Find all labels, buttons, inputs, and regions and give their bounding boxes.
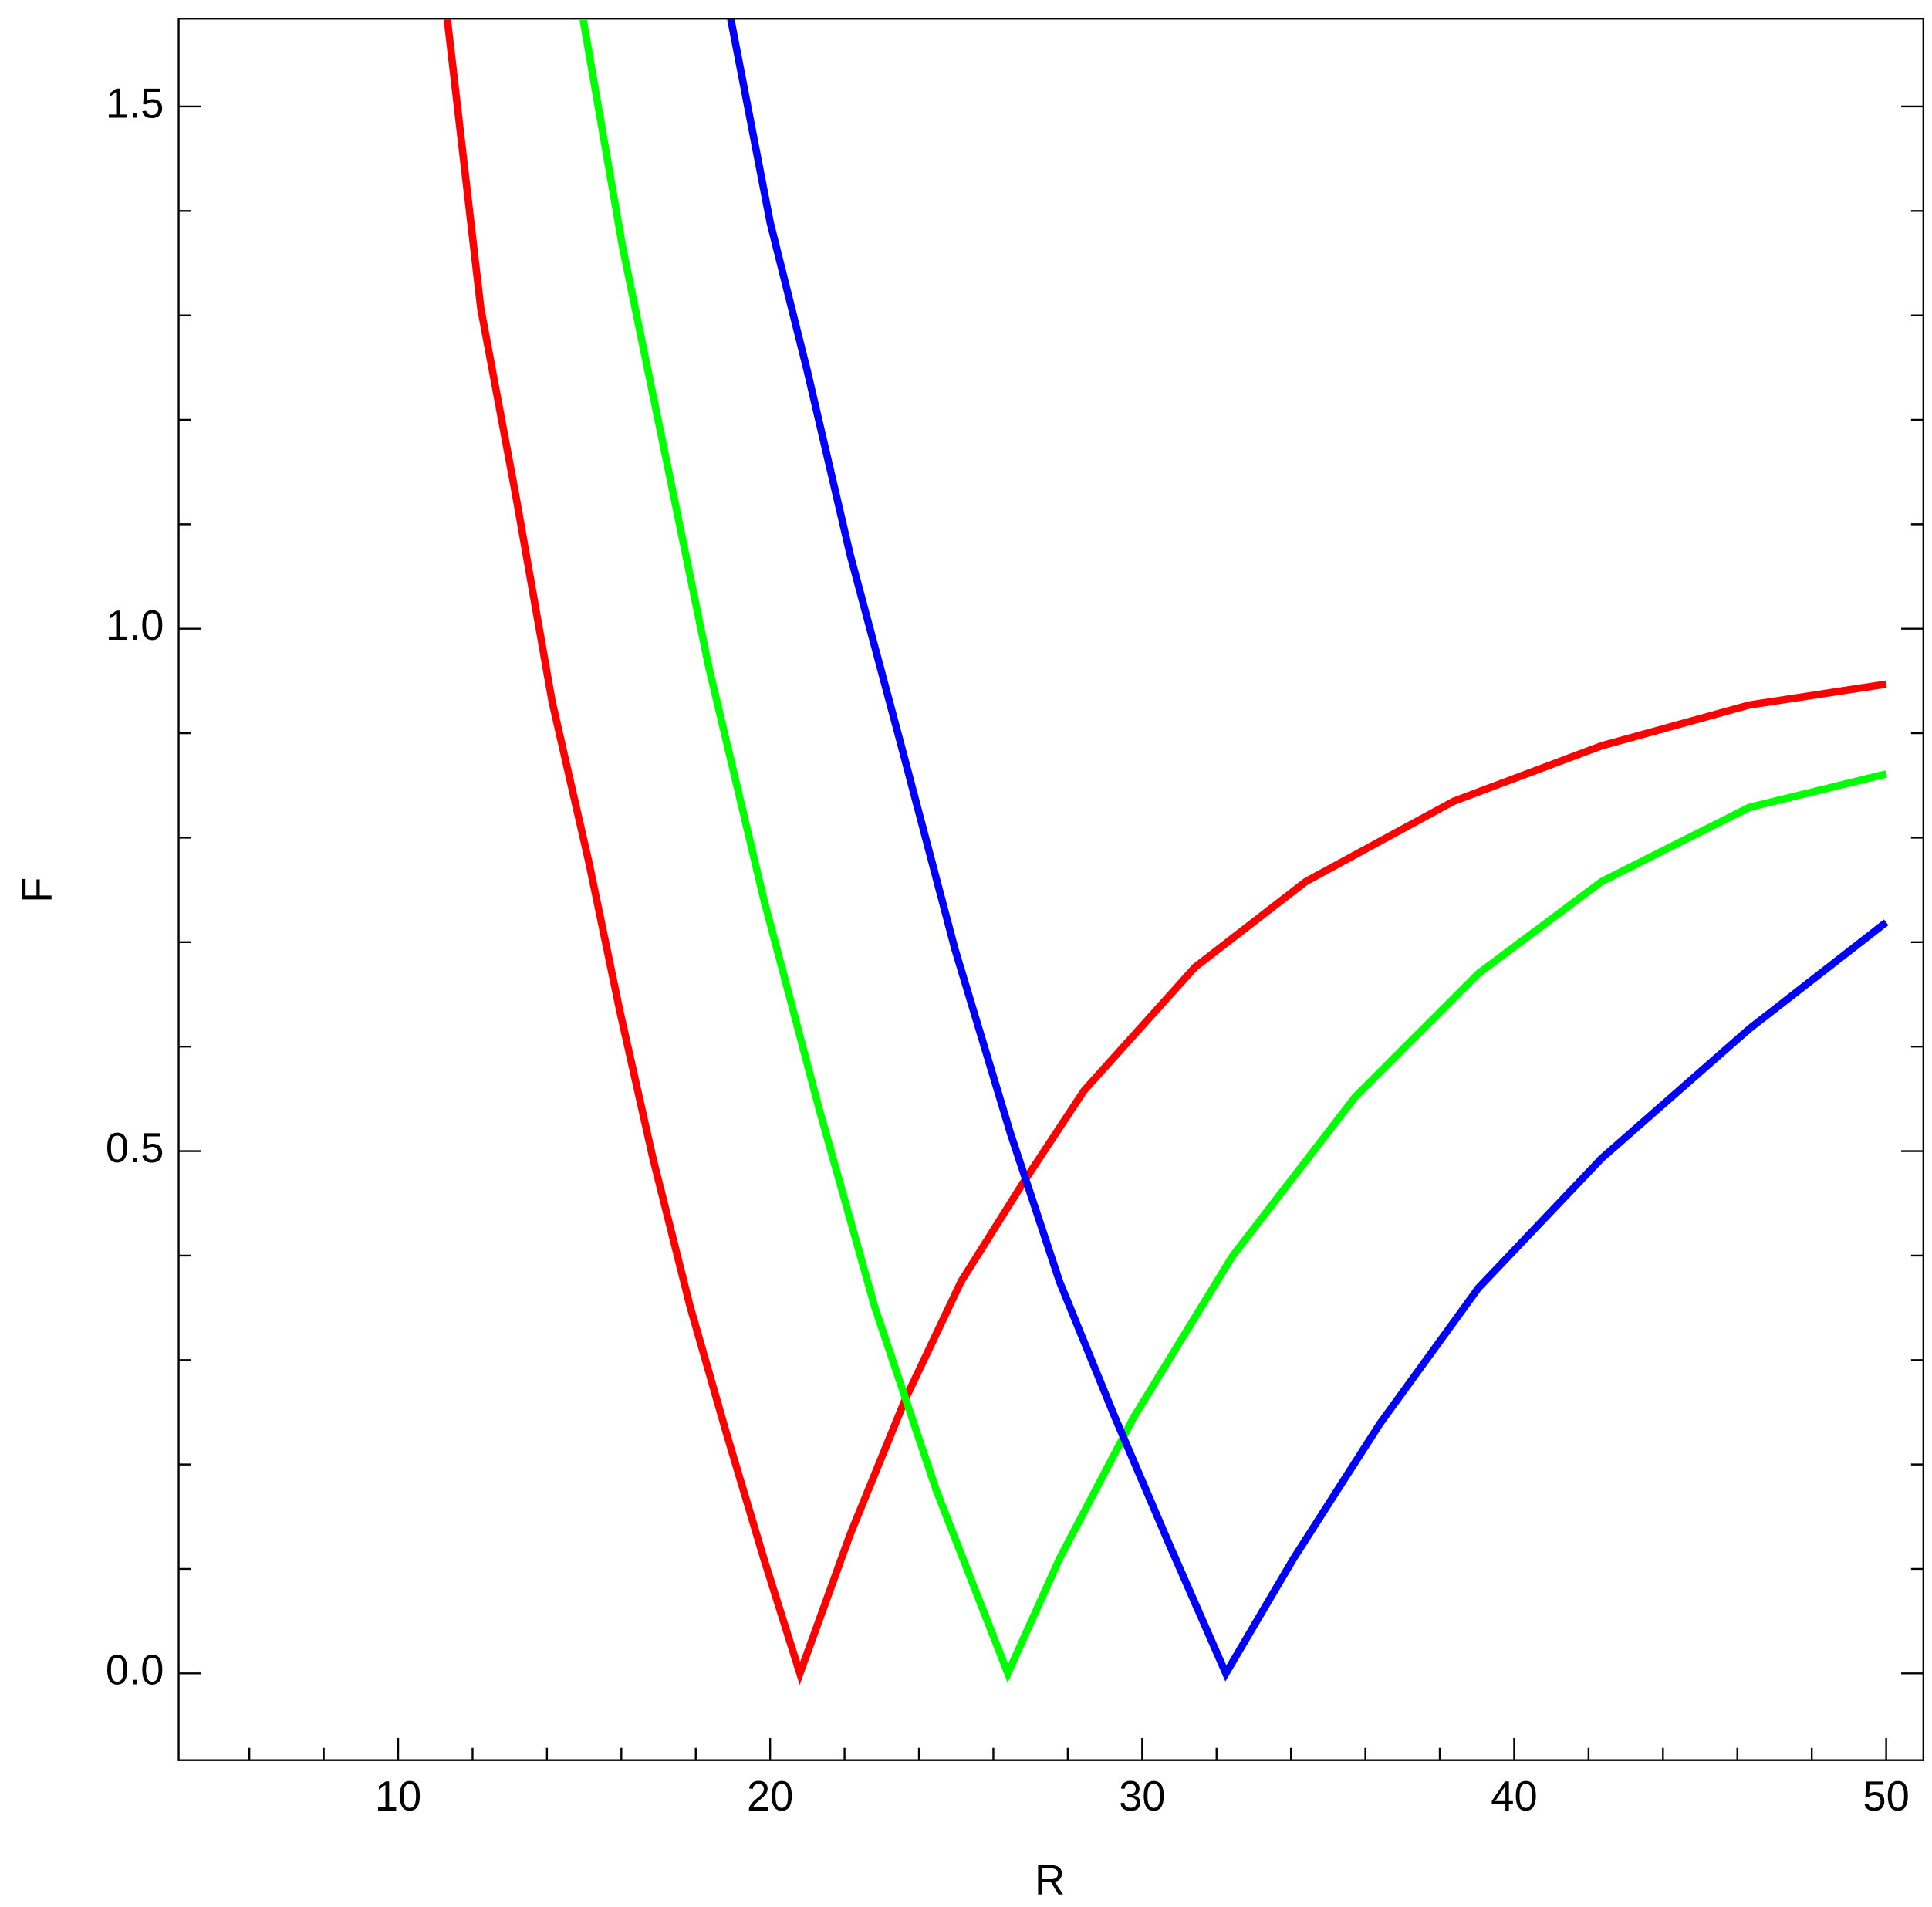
plot-lines	[443, 19, 1889, 1686]
line-series	[443, 19, 1887, 1686]
y-tick-label: 0.5	[106, 1124, 164, 1172]
y-axis-label: F	[14, 877, 61, 903]
x-tick-label: 40	[1491, 1773, 1537, 1820]
x-axis-label: R	[1035, 1857, 1065, 1904]
y-tick-label: 1.5	[106, 79, 164, 127]
x-tick-label: 20	[747, 1773, 793, 1820]
plot-frame	[177, 18, 1925, 1761]
line-series	[579, 19, 1887, 1683]
x-tick-label: 50	[1863, 1773, 1909, 1820]
y-tick-label: 0.0	[106, 1647, 164, 1694]
x-tick-label: 30	[1119, 1773, 1165, 1820]
line-series	[727, 19, 1889, 1682]
x-tick-label: 10	[375, 1773, 421, 1820]
y-tick-label: 1.0	[106, 602, 164, 649]
